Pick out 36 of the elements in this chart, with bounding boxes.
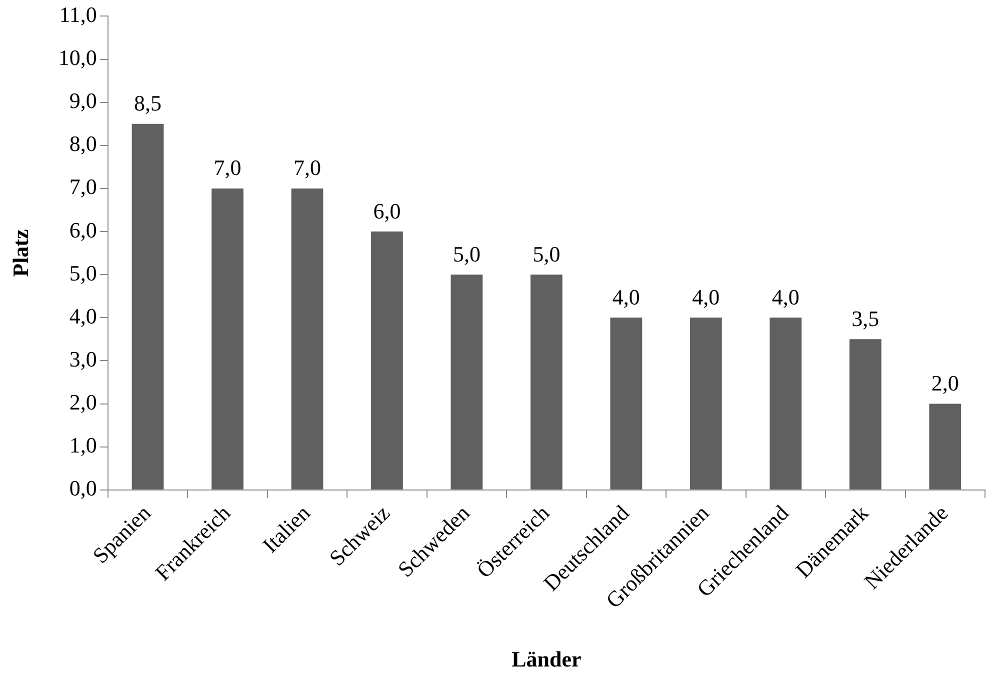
bar (291, 188, 324, 490)
data-label: 8,5 (134, 90, 162, 116)
y-axis-title: Platz (8, 229, 33, 277)
data-label: 7,0 (214, 155, 242, 180)
bar (212, 188, 244, 490)
y-tick-label: 9,0 (69, 88, 97, 114)
y-tick-label: 6,0 (69, 217, 97, 242)
data-label: 4,0 (692, 284, 720, 310)
x-axis-title: Länder (512, 646, 582, 672)
data-label: 6,0 (373, 198, 401, 224)
y-tick-label: 0,0 (69, 476, 97, 501)
y-tick-label: 3,0 (69, 346, 97, 372)
data-label: 5,0 (452, 241, 480, 266)
bar (849, 339, 882, 490)
bar (530, 274, 562, 490)
y-tick-label: 5,0 (69, 260, 97, 286)
bar (929, 404, 962, 490)
data-label: 3,5 (852, 306, 880, 331)
bar (770, 318, 802, 490)
y-tick-label: 8,0 (69, 131, 97, 156)
y-tick-label: 11,0 (59, 2, 97, 27)
bar (371, 232, 403, 490)
data-label: 7,0 (293, 155, 321, 180)
bar (610, 318, 642, 490)
data-label: 4,0 (772, 284, 800, 310)
y-tick-label: 4,0 (69, 303, 97, 328)
bar (450, 274, 483, 490)
y-tick-label: 10,0 (58, 45, 97, 70)
data-label: 4,0 (612, 284, 640, 310)
y-tick-label: 1,0 (69, 432, 97, 458)
y-tick-label: 7,0 (69, 174, 97, 200)
bar (132, 124, 164, 490)
data-label: 2,0 (931, 370, 959, 396)
y-tick-label: 2,0 (69, 390, 97, 415)
bar (690, 318, 722, 490)
data-label: 5,0 (532, 241, 560, 266)
